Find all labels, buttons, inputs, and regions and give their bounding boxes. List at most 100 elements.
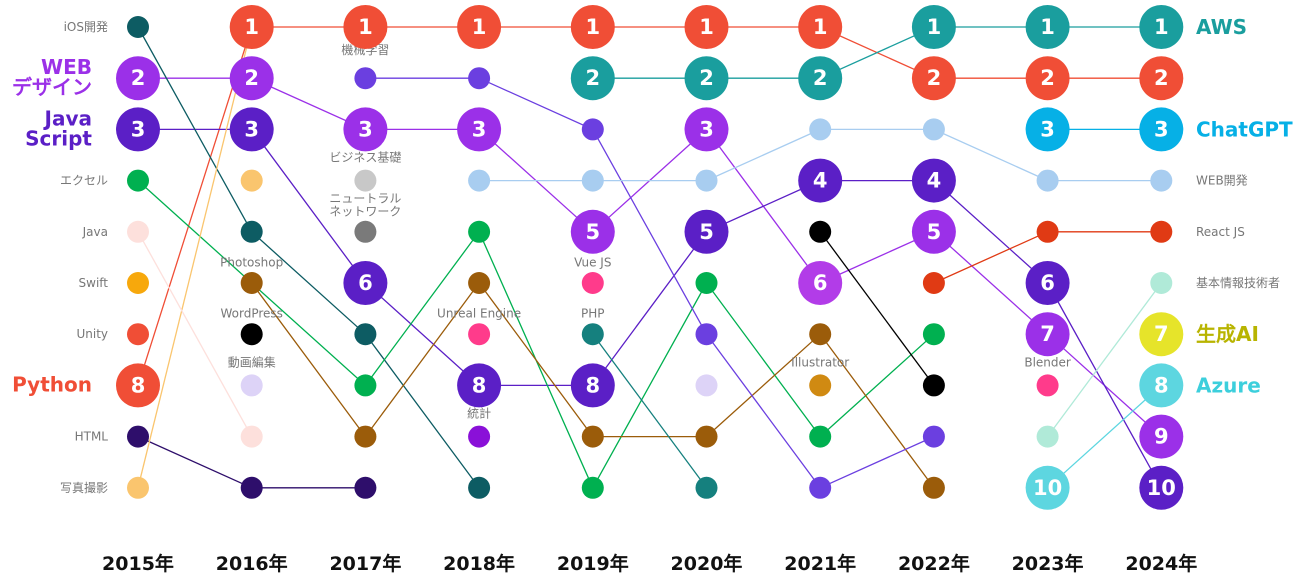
rank-dot-89 — [1025, 465, 1070, 510]
year-label: 2020年 — [671, 552, 743, 575]
rank-dot-24 — [354, 220, 377, 243]
rank-dot-48 — [581, 425, 604, 448]
rank-dot-76 — [922, 323, 945, 346]
year-label: 2021年 — [784, 552, 856, 575]
inline-skill-label: WordPress — [220, 307, 282, 321]
inline-skill-label: 統計 — [467, 406, 491, 421]
rank-number: 2 — [585, 66, 600, 90]
year-label: 2018年 — [443, 552, 515, 575]
inline-skill-label: Illustrator — [791, 355, 849, 369]
year-label: 2024年 — [1125, 552, 1197, 575]
rank-dot-50 — [684, 5, 729, 49]
rank-number: 7 — [1040, 322, 1055, 346]
rank-dot-36 — [468, 323, 491, 346]
rank-number: 2 — [927, 66, 942, 90]
rank-dot-40 — [570, 5, 615, 49]
rank-number: 3 — [358, 117, 373, 141]
year-label: 2017年 — [329, 552, 401, 575]
rank-dot-9 — [127, 476, 149, 499]
rank-dot-21 — [354, 67, 377, 90]
rank-number: 9 — [1154, 425, 1169, 449]
rank-dot-41 — [570, 56, 615, 101]
rank-number: 5 — [699, 220, 714, 244]
rank-dot-46 — [581, 323, 604, 346]
rank-dot-60 — [798, 5, 843, 49]
rank-dot-25 — [343, 261, 388, 305]
rank-dot-91 — [1139, 56, 1184, 101]
rank-number: 7 — [1154, 322, 1169, 346]
rank-dot-18 — [240, 425, 263, 448]
left-highlight-label: Java — [43, 106, 92, 130]
rank-dot-73 — [911, 158, 956, 203]
rank-number: 1 — [1154, 15, 1169, 39]
inline-skill-label: 機械学習 — [341, 42, 389, 57]
ranking-lines — [137, 26, 1162, 489]
rank-dot-19 — [240, 476, 263, 499]
year-axis: 2015年 2016年 2017年 2018年 2019年 2020年 2021年 2022年… — [102, 552, 1197, 575]
rank-dot-39 — [468, 476, 491, 499]
series-line-17 — [137, 231, 253, 437]
left-skill-label: エクセル — [60, 174, 108, 188]
rank-dot-93 — [1150, 169, 1173, 192]
year-label: 2022年 — [898, 552, 970, 575]
year-label: 2016年 — [216, 552, 288, 575]
rank-dot-71 — [911, 56, 956, 101]
rank-dot-64 — [809, 220, 832, 243]
rank-dot-54 — [684, 209, 729, 254]
rank-dot-31 — [468, 67, 491, 90]
rank-dot-70 — [911, 5, 956, 49]
series-line-16 — [137, 26, 253, 488]
rank-dot-15 — [240, 272, 263, 294]
rank-number: 8 — [472, 373, 487, 397]
rank-dot-90 — [1139, 5, 1184, 49]
rank-dot-83 — [1036, 169, 1059, 192]
ranking-dots: 2 3 8 1 2 3 1 3 6 1 3 8 1 2 5 8 1 2 3 5 1 2 4 6 1 2 4 5 1 2 3 6 7 10 1 2 3 7 8… — [116, 5, 1184, 510]
rank-number: 2 — [1040, 66, 1055, 90]
inline-skill-label: Vue JS — [574, 256, 611, 270]
rank-dot-95 — [1150, 272, 1173, 294]
rank-dot-10 — [229, 5, 274, 49]
rank-dot-2 — [116, 107, 160, 152]
series-line-15 — [1047, 384, 1162, 489]
rank-dot-20 — [343, 5, 388, 49]
rank-dot-32 — [457, 107, 502, 152]
rank-number: 1 — [927, 15, 942, 39]
rank-number: 8 — [131, 373, 146, 397]
rank-dot-34 — [468, 220, 491, 243]
rank-dot-74 — [911, 209, 956, 254]
series-line-1 — [138, 77, 1162, 438]
rank-number: 5 — [585, 220, 600, 244]
rank-dot-33 — [468, 169, 491, 192]
rank-dot-56 — [695, 323, 718, 346]
rank-dot-14 — [240, 220, 263, 243]
rank-dot-5 — [127, 272, 149, 294]
rank-dot-37 — [457, 363, 502, 408]
rank-dot-80 — [1025, 5, 1070, 49]
rank-dot-51 — [684, 56, 729, 101]
rank-dot-6 — [127, 323, 149, 346]
left-skill-label: 写真撮影 — [60, 481, 108, 495]
rank-dot-87 — [1036, 374, 1059, 397]
series-line-3 — [592, 26, 1162, 79]
rank-dot-22 — [343, 107, 388, 152]
rank-number: 1 — [244, 15, 259, 39]
inline-skill-label: Photoshop — [220, 256, 283, 270]
rank-dot-28 — [354, 425, 377, 448]
rank-number: 2 — [813, 66, 828, 90]
rank-dot-52 — [684, 107, 729, 152]
rank-dot-68 — [809, 425, 832, 448]
year-label: 2015年 — [102, 552, 174, 575]
left-skill-label: iOS開発 — [64, 20, 108, 34]
rank-number: 8 — [585, 373, 600, 397]
rank-number: 6 — [358, 271, 373, 295]
inline-skill-label: Unreal Engine — [437, 307, 521, 321]
rank-number: 2 — [244, 66, 259, 90]
rank-dot-66 — [809, 323, 832, 346]
rank-dot-55 — [695, 272, 718, 294]
rank-dot-27 — [354, 374, 377, 397]
left-skill-label: Unity — [76, 327, 108, 341]
rank-dot-94 — [1150, 220, 1173, 243]
rank-dot-0 — [127, 16, 149, 38]
rank-dot-82 — [1025, 107, 1070, 152]
rank-dot-3 — [127, 169, 149, 192]
